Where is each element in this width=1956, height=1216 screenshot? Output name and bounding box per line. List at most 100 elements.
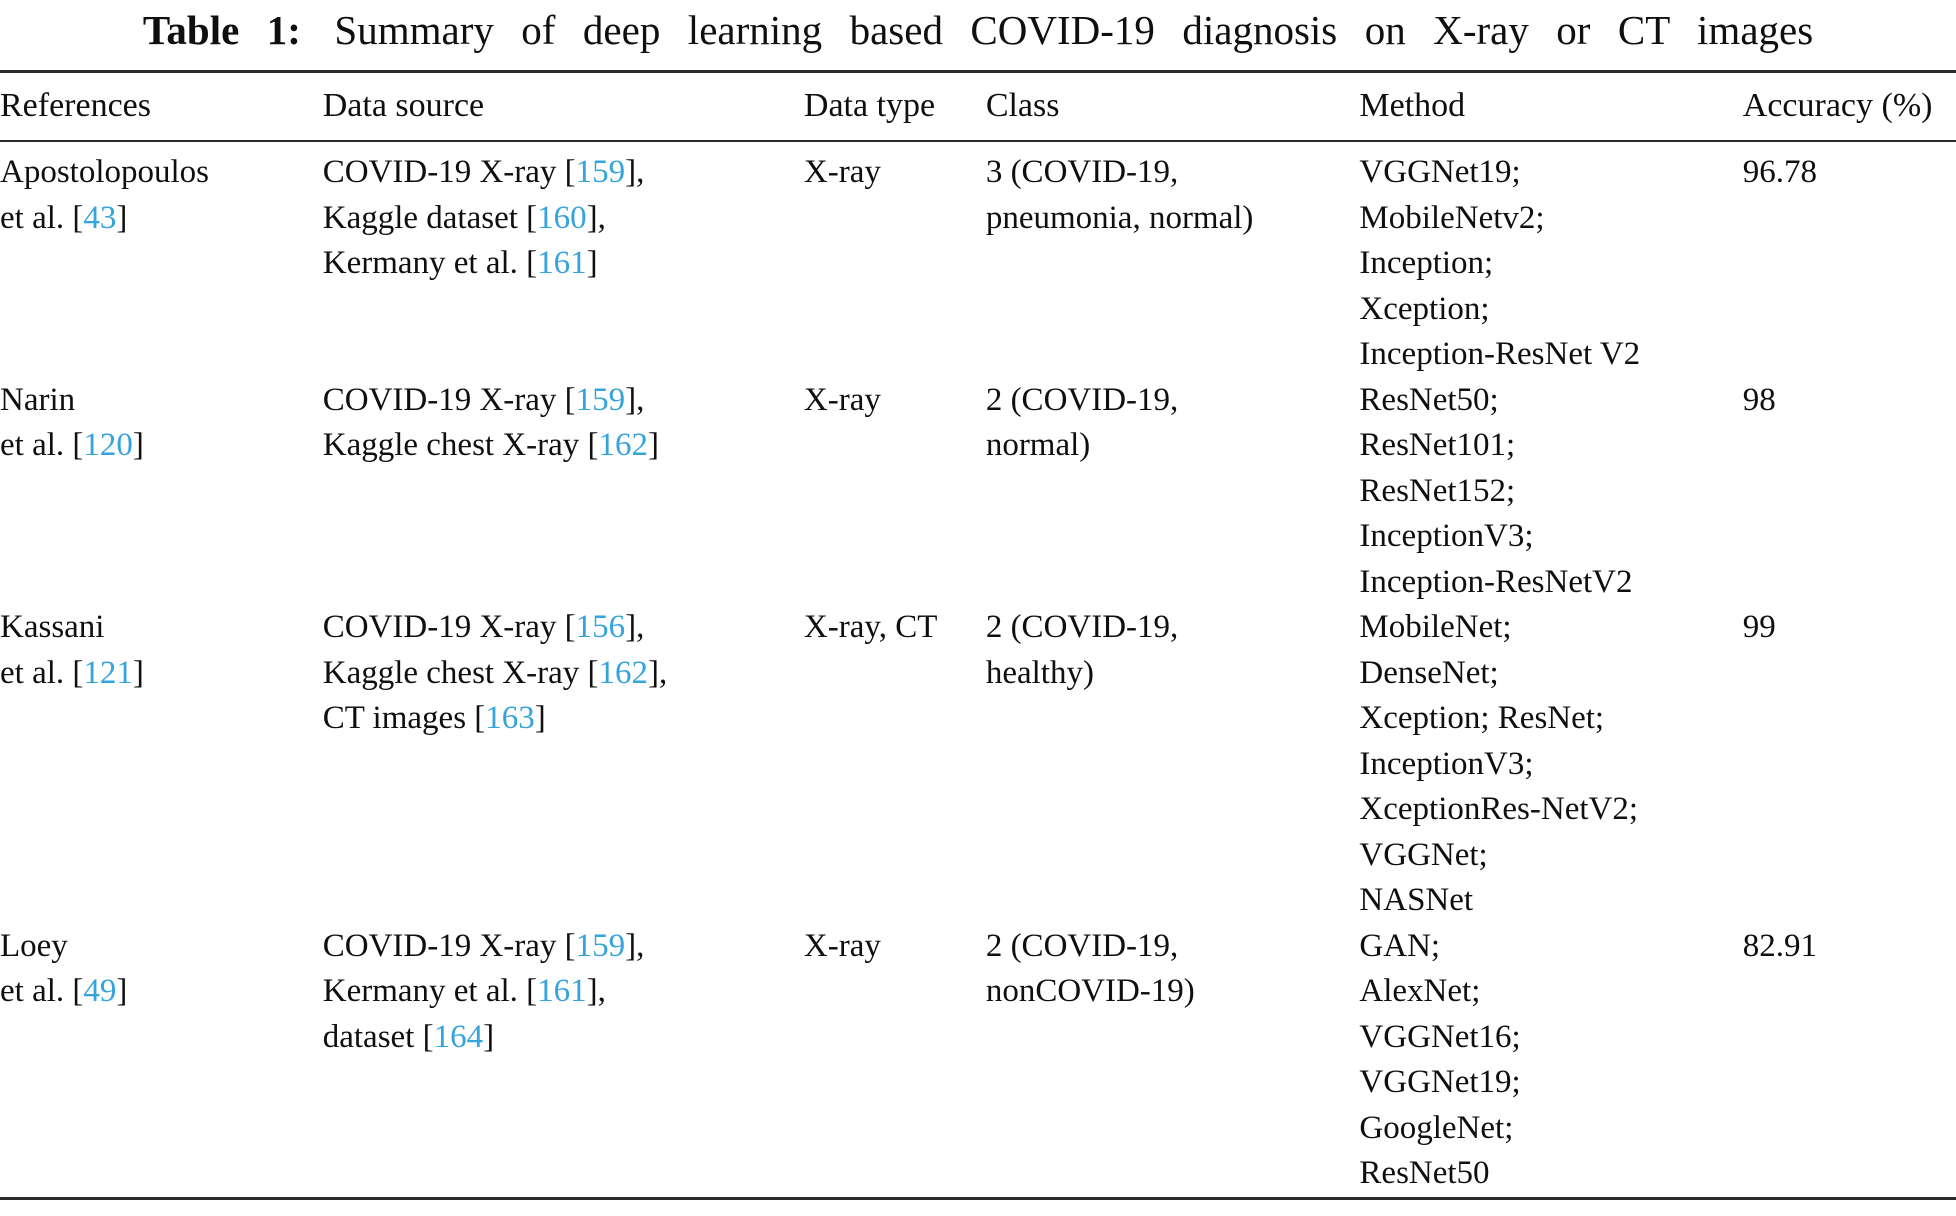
cell-line: Inception-ResNetV2: [1359, 560, 1742, 606]
cell-text: ],: [625, 927, 645, 964]
citation-link[interactable]: 161: [537, 245, 587, 281]
cell-text: CT images [: [322, 700, 486, 736]
table-caption-label: Table 1:: [142, 7, 301, 53]
cell-line: InceptionV3;: [1359, 742, 1742, 788]
cell-line: pneumonia, normal): [986, 196, 1360, 242]
cell-line: Xception; ResNet;: [1359, 696, 1742, 742]
cell-line: 98: [1743, 378, 1956, 424]
cell-text: et al. [: [0, 427, 84, 463]
cell-line: COVID-19 X-ray [159],: [323, 150, 804, 196]
cell-text: NASNet: [1359, 882, 1474, 918]
table-row: Narin et al. [120] COVID-19 X-ray [159], Ka…: [0, 378, 1956, 606]
cell-line: ResNet152;: [1359, 469, 1742, 515]
citation-link[interactable]: 162: [598, 654, 649, 691]
cell-text: VGGNet;: [1359, 836, 1488, 873]
cell-text: ],: [625, 381, 645, 418]
citation-link[interactable]: 162: [598, 427, 649, 463]
citation-link[interactable]: 159: [575, 927, 626, 964]
cell-text: Kaggle chest X-ray [: [322, 427, 599, 463]
cell-text: ResNet50;: [1359, 381, 1499, 418]
cell-references: Narin et al. [120]: [0, 378, 323, 606]
cell-text: MobileNetv2;: [1359, 199, 1545, 236]
citation-link[interactable]: 159: [575, 154, 626, 190]
cell-data-type: X-ray: [804, 141, 986, 378]
cell-line: XceptionRes-NetV2;: [1359, 787, 1742, 833]
cell-text: 82.91: [1742, 927, 1818, 964]
summary-table: References Data source Data type Class M…: [0, 70, 1956, 1200]
cell-line: Xception;: [1359, 287, 1742, 333]
cell-line: et al. [121]: [0, 651, 323, 697]
citation-link[interactable]: 43: [83, 199, 117, 236]
cell-text: COVID-19 X-ray [: [322, 927, 576, 964]
cell-text: ]: [132, 427, 144, 463]
citation-link[interactable]: 160: [537, 199, 587, 236]
cell-line: COVID-19 X-ray [159],: [323, 378, 804, 424]
cell-line: Kaggle chest X-ray [162]: [323, 423, 804, 469]
cell-data-source: COVID-19 X-ray [159], Kaggle dataset [160…: [323, 141, 804, 378]
cell-text: XceptionRes-NetV2;: [1359, 791, 1639, 827]
cell-line: ResNet50;: [1359, 378, 1742, 424]
cell-line: X-ray: [804, 378, 986, 424]
cell-text: X-ray: [803, 927, 881, 964]
cell-line: COVID-19 X-ray [156],: [323, 605, 804, 651]
citation-link[interactable]: 120: [83, 427, 133, 463]
citation-link[interactable]: 159: [575, 381, 626, 418]
table-caption: Table 1: Summary of deep learning based …: [0, 4, 1956, 56]
cell-line: nonCOVID-19): [986, 969, 1360, 1015]
cell-data-type: X-ray, CT: [804, 605, 986, 924]
cell-text: Narin: [0, 381, 76, 418]
cell-data-source: COVID-19 X-ray [159], Kaggle chest X-ray …: [323, 378, 804, 606]
cell-text: 96.78: [1742, 154, 1818, 190]
cell-line: Kassani: [0, 605, 323, 651]
cell-line: X-ray, CT: [804, 605, 986, 651]
cell-line: Kaggle dataset [160],: [323, 196, 804, 242]
cell-text: ],: [625, 609, 645, 645]
cell-references: Apostolopoulos et al. [43]: [0, 141, 323, 378]
cell-line: 2 (COVID-19,: [986, 605, 1360, 651]
table-row: Loey et al. [49] COVID-19 X-ray [159], Kerm…: [0, 924, 1956, 1199]
cell-text: X-ray: [803, 381, 881, 418]
cell-method: GAN; AlexNet; VGGNet16; VGGNet19; GoogleNet;…: [1359, 924, 1742, 1199]
citation-link[interactable]: 156: [575, 609, 626, 645]
citation-link[interactable]: 161: [537, 973, 587, 1009]
cell-text: ]: [116, 199, 128, 236]
cell-text: et al. [: [0, 199, 84, 236]
cell-data-source: COVID-19 X-ray [156], Kaggle chest X-ray …: [323, 605, 804, 924]
cell-class: 2 (COVID-19, normal): [986, 378, 1360, 606]
cell-line: healthy): [986, 651, 1360, 697]
cell-data-type: X-ray: [804, 378, 986, 606]
citation-link[interactable]: 121: [83, 654, 133, 691]
cell-text: 98: [1742, 381, 1776, 418]
cell-text: Kaggle chest X-ray [: [322, 654, 599, 691]
citation-link[interactable]: 163: [485, 700, 535, 736]
cell-text: InceptionV3;: [1359, 745, 1534, 782]
citation-link[interactable]: 49: [83, 973, 117, 1009]
cell-text: ResNet50: [1359, 1155, 1490, 1191]
cell-text: ]: [586, 245, 598, 281]
col-header-accuracy: Accuracy (%): [1742, 71, 1956, 142]
cell-line: Kermany et al. [161]: [323, 241, 804, 287]
citation-link[interactable]: 164: [433, 1018, 484, 1055]
table-row: Kassani et al. [121] COVID-19 X-ray [156],…: [0, 605, 1956, 924]
cell-line: NASNet: [1359, 878, 1742, 924]
header-row: References Data source Data type Class M…: [0, 71, 1956, 142]
cell-text: GAN;: [1359, 927, 1441, 964]
cell-text: 99: [1742, 609, 1776, 645]
cell-line: Kaggle chest X-ray [162],: [323, 651, 804, 697]
cell-text: VGGNet19;: [1359, 154, 1521, 190]
cell-line: normal): [986, 423, 1360, 469]
cell-text: Xception; ResNet;: [1359, 700, 1605, 736]
cell-accuracy: 98: [1743, 378, 1956, 606]
cell-line: VGGNet16;: [1359, 1015, 1742, 1061]
cell-line: ResNet50: [1359, 1151, 1742, 1197]
cell-text: Xception;: [1359, 290, 1490, 327]
cell-text: pneumonia, normal): [985, 199, 1254, 236]
cell-line: 96.78: [1743, 150, 1956, 196]
cell-text: ]: [534, 700, 546, 736]
cell-line: et al. [49]: [0, 969, 323, 1015]
cell-line: AlexNet;: [1359, 969, 1742, 1015]
cell-text: DenseNet;: [1359, 654, 1499, 691]
cell-text: ]: [132, 654, 144, 691]
cell-text: 2 (COVID-19,: [985, 609, 1179, 645]
cell-text: dataset [: [322, 1018, 434, 1055]
